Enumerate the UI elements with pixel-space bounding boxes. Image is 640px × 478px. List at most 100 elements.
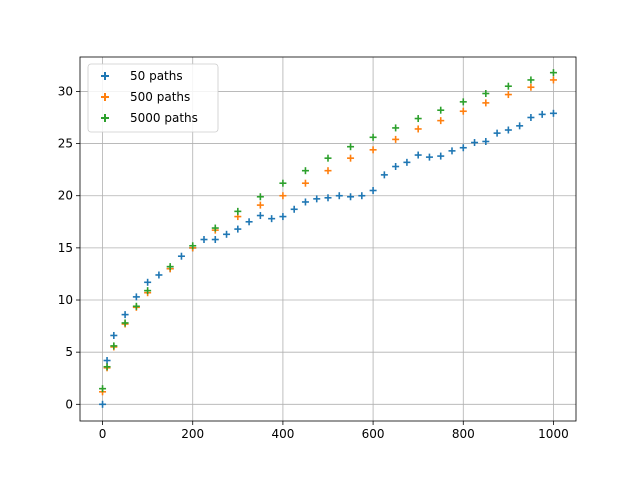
data-point bbox=[335, 192, 343, 200]
y-tick-label: 20 bbox=[58, 189, 73, 203]
x-tick-label: 1000 bbox=[538, 427, 569, 441]
grid bbox=[80, 57, 576, 421]
series-2 bbox=[99, 69, 557, 393]
data-point bbox=[279, 192, 287, 200]
y-tick-label: 15 bbox=[58, 241, 73, 255]
data-point bbox=[324, 167, 332, 175]
data-point bbox=[256, 193, 264, 201]
data-point bbox=[437, 106, 445, 114]
legend-box bbox=[87, 63, 219, 133]
legend-label: 5000 paths bbox=[130, 111, 198, 125]
data-point bbox=[504, 126, 512, 134]
data-point bbox=[369, 187, 377, 195]
data-point bbox=[527, 76, 535, 84]
series-0 bbox=[99, 109, 557, 408]
data-point bbox=[347, 154, 355, 162]
series-layer bbox=[99, 69, 557, 408]
y-tick-label: 10 bbox=[58, 293, 73, 307]
data-point bbox=[177, 252, 185, 260]
data-point bbox=[414, 115, 422, 123]
y-tick-label: 5 bbox=[65, 345, 73, 359]
data-point bbox=[324, 194, 332, 202]
data-point bbox=[110, 342, 118, 350]
data-point bbox=[392, 124, 400, 132]
data-point bbox=[425, 153, 433, 161]
data-point bbox=[471, 139, 479, 147]
data-point bbox=[110, 331, 118, 339]
data-point bbox=[200, 236, 208, 244]
data-point bbox=[99, 385, 107, 393]
x-tick-label: 200 bbox=[181, 427, 204, 441]
data-point bbox=[358, 192, 366, 200]
data-point bbox=[245, 218, 253, 226]
data-point bbox=[132, 302, 140, 310]
data-point bbox=[504, 91, 512, 99]
y-tick-label: 0 bbox=[65, 397, 73, 411]
data-point bbox=[189, 242, 197, 250]
data-point bbox=[256, 212, 264, 220]
legend-label: 50 paths bbox=[130, 69, 183, 83]
legend-label: 500 paths bbox=[130, 90, 190, 104]
data-point bbox=[121, 319, 129, 327]
data-point bbox=[301, 179, 309, 187]
x-tick-label: 800 bbox=[452, 427, 475, 441]
data-point bbox=[268, 215, 276, 223]
data-point bbox=[527, 83, 535, 91]
data-point bbox=[380, 171, 388, 179]
data-point bbox=[549, 69, 557, 77]
data-point bbox=[211, 236, 219, 244]
data-point bbox=[234, 207, 242, 215]
data-point bbox=[279, 179, 287, 187]
data-point bbox=[132, 293, 140, 301]
data-point bbox=[279, 213, 287, 221]
data-point bbox=[313, 195, 321, 203]
data-point bbox=[549, 76, 557, 84]
data-point bbox=[459, 98, 467, 106]
data-point bbox=[459, 107, 467, 115]
data-point bbox=[414, 125, 422, 133]
x-tick-label: 0 bbox=[99, 427, 107, 441]
data-point bbox=[504, 82, 512, 90]
x-tick-label: 400 bbox=[271, 427, 294, 441]
data-point bbox=[403, 158, 411, 166]
data-point bbox=[301, 198, 309, 206]
data-point bbox=[482, 99, 490, 107]
data-point bbox=[392, 135, 400, 143]
data-point bbox=[99, 400, 107, 408]
data-point bbox=[301, 167, 309, 175]
data-point bbox=[369, 133, 377, 141]
data-point bbox=[211, 224, 219, 232]
data-point bbox=[448, 147, 456, 155]
data-point bbox=[144, 278, 152, 286]
axis-ticks: 0 200 400 600 800 1000 0 5 10 15 20 25 30 bbox=[58, 84, 569, 441]
data-point bbox=[166, 263, 174, 271]
data-point bbox=[347, 193, 355, 201]
data-point bbox=[103, 363, 111, 371]
data-point bbox=[459, 144, 467, 152]
legend-marker bbox=[101, 114, 109, 122]
series-1 bbox=[99, 76, 557, 396]
data-point bbox=[437, 117, 445, 125]
data-point bbox=[144, 287, 152, 295]
data-point bbox=[527, 113, 535, 121]
plot-frame bbox=[79, 56, 577, 422]
data-point bbox=[223, 230, 231, 238]
legend-marker bbox=[101, 93, 109, 101]
data-point bbox=[516, 122, 524, 130]
data-point bbox=[121, 311, 129, 319]
data-point bbox=[482, 137, 490, 145]
legend: 50 paths 500 paths 5000 paths bbox=[87, 63, 219, 133]
data-point bbox=[256, 201, 264, 209]
data-point bbox=[493, 129, 501, 137]
data-point bbox=[155, 271, 163, 279]
x-tick-label: 600 bbox=[362, 427, 385, 441]
data-point bbox=[324, 154, 332, 162]
y-tick-label: 25 bbox=[58, 137, 73, 151]
data-point bbox=[482, 90, 490, 98]
data-point bbox=[437, 152, 445, 160]
data-point bbox=[103, 357, 111, 365]
legend-marker bbox=[101, 72, 109, 80]
data-point bbox=[369, 146, 377, 154]
